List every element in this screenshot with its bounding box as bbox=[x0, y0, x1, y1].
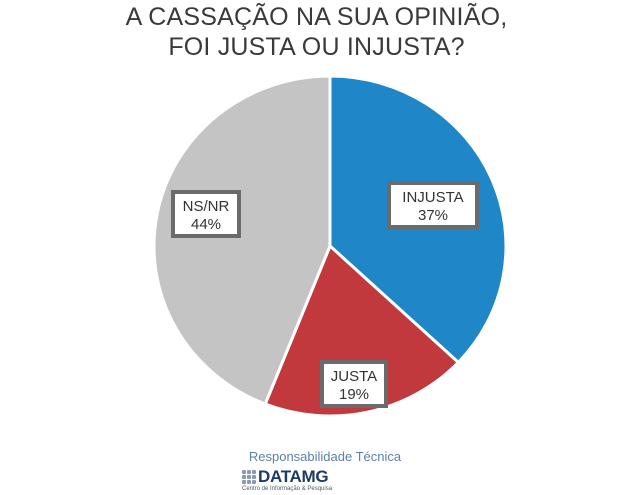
chart-title: A CASSAÇÃO NA SUA OPINIÃO, FOI JUSTA OU … bbox=[0, 2, 633, 62]
data-label-box-injusta bbox=[387, 181, 479, 229]
pie-slice-ns-nr bbox=[152, 74, 332, 406]
logo-name: DATAMG bbox=[258, 467, 329, 486]
responsibility-label: Responsabilidade Técnica bbox=[248, 449, 402, 464]
data-label-box-justa bbox=[320, 360, 388, 408]
data-label-value-injusta: 37% bbox=[418, 207, 448, 224]
chart-title-line-1: A CASSAÇÃO NA SUA OPINIÃO, bbox=[125, 3, 508, 31]
chart-title-line-2: FOI JUSTA OU INJUSTA? bbox=[168, 33, 465, 61]
logo-tagline: Centro de Informação & Pesquisa bbox=[242, 486, 333, 492]
datamg-logo: DATAMG Centro de Informação & Pesquisa bbox=[242, 468, 342, 494]
data-label-box-ns-nr bbox=[171, 190, 241, 238]
data-label-value-justa: 19% bbox=[339, 386, 369, 403]
grid-icon bbox=[242, 470, 256, 484]
data-label-category-justa: JUSTA bbox=[331, 368, 377, 385]
data-label-category-ns-nr: NS/NR bbox=[183, 198, 230, 215]
data-label-value-ns-nr: 44% bbox=[191, 216, 221, 233]
data-label-category-injusta: INJUSTA bbox=[402, 189, 463, 206]
